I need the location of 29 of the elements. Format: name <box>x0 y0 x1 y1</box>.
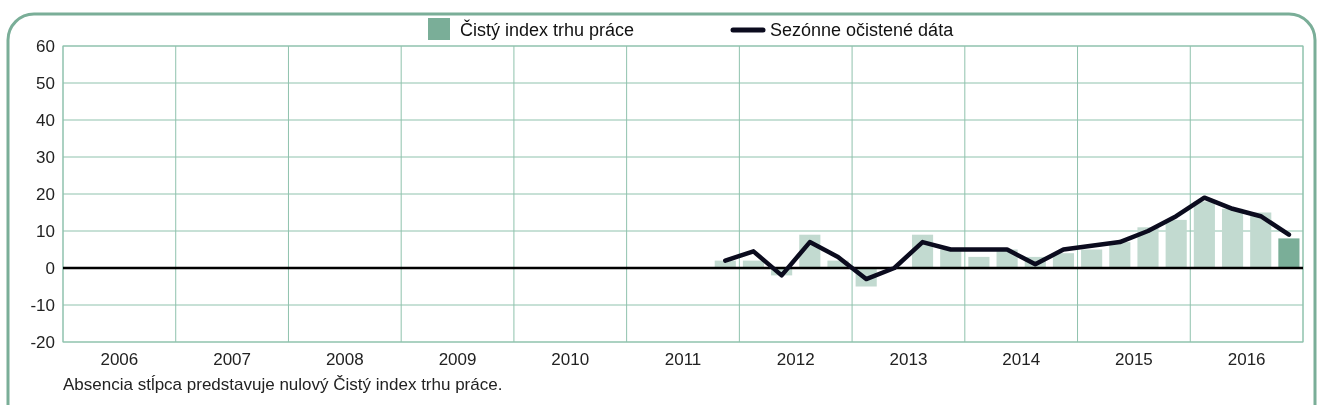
y-tick-label: 20 <box>36 184 55 204</box>
x-tick-label: 2013 <box>889 350 928 369</box>
x-tick-label: 2012 <box>776 350 815 369</box>
x-tick-label: 2008 <box>325 350 364 369</box>
bar <box>1193 201 1215 268</box>
legend-label: Sezónne očistené dáta <box>770 20 955 41</box>
text: Absencia stĺpca predstavuje nulový Čistý index trhu práce. <box>63 375 503 394</box>
x-tick-label: 2016 <box>1227 350 1266 369</box>
bar <box>1081 249 1103 268</box>
y-tick-label: 60 <box>36 36 55 56</box>
x-tick-label: 2009 <box>438 350 477 369</box>
x-tick-label: 2010 <box>551 350 590 369</box>
y-tick-label: 50 <box>36 73 55 93</box>
x-tick-label: 2007 <box>213 350 251 369</box>
bar <box>1278 238 1300 268</box>
line-series <box>723 195 1292 282</box>
y-tick-label: 10 <box>36 221 55 241</box>
y-tick-label: 0 <box>45 258 55 278</box>
x-tick-label: 2011 <box>664 350 702 369</box>
y-tick-label: -20 <box>30 332 55 352</box>
y-tick-label: -10 <box>30 295 55 315</box>
legend-label: Čistý index trhu práce <box>460 19 635 41</box>
x-tick-label: 2006 <box>100 350 139 369</box>
x-tick-label: 2015 <box>1114 350 1153 369</box>
y-tick-label: 40 <box>36 110 55 130</box>
y-tick-label: 30 <box>36 147 55 167</box>
bar <box>1165 219 1187 268</box>
bar <box>1221 208 1244 268</box>
x-tick-label: 2014 <box>1002 350 1041 369</box>
